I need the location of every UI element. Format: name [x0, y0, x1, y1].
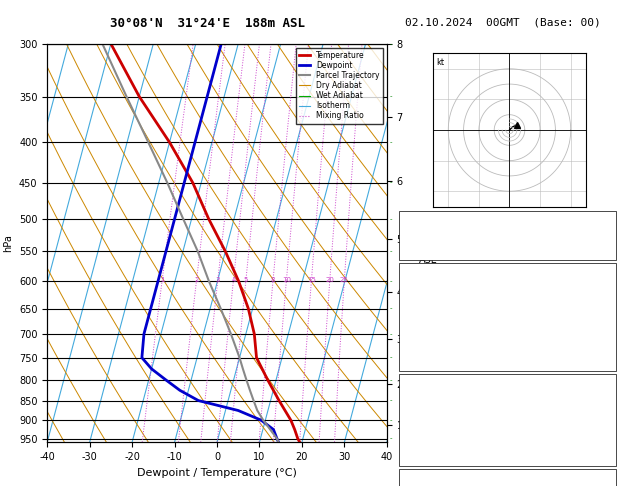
Text: -: - [390, 377, 392, 383]
Text: K: K [406, 216, 411, 225]
Text: 0: 0 [532, 355, 538, 364]
Text: 5: 5 [243, 278, 248, 283]
Text: 4: 4 [231, 278, 236, 283]
Text: -: - [390, 435, 392, 442]
Text: Hodograph: Hodograph [481, 470, 532, 479]
Text: -: - [390, 94, 392, 100]
Text: 0: 0 [532, 339, 538, 348]
Text: CAPE (J): CAPE (J) [406, 339, 442, 348]
Text: 15: 15 [307, 278, 316, 283]
Text: 10: 10 [282, 278, 291, 283]
Text: Totals Totals: Totals Totals [406, 232, 460, 241]
Y-axis label: km
ASL: km ASL [419, 243, 437, 264]
Text: EH: EH [406, 483, 418, 486]
Text: 323: 323 [521, 403, 538, 412]
Text: θₑ (K): θₑ (K) [406, 403, 431, 412]
Text: 13.9: 13.9 [518, 293, 538, 302]
Text: Temp (°C): Temp (°C) [406, 277, 450, 286]
Y-axis label: hPa: hPa [3, 234, 13, 252]
Text: -39: -39 [523, 483, 538, 486]
Text: -: - [390, 278, 392, 284]
Text: 3: 3 [216, 278, 220, 283]
Text: Most Unstable: Most Unstable [474, 375, 538, 384]
Text: 2: 2 [194, 278, 199, 283]
Text: 321: 321 [521, 308, 538, 317]
Text: -: - [390, 417, 392, 423]
Text: Lifted Index: Lifted Index [406, 419, 459, 428]
Text: -: - [390, 216, 392, 222]
Text: PW (cm): PW (cm) [406, 247, 443, 256]
Text: -: - [390, 306, 392, 312]
Text: -: - [390, 398, 392, 403]
Text: -: - [390, 41, 392, 47]
Text: -: - [390, 331, 392, 337]
Text: 30°08'N  31°24'E  188m ASL: 30°08'N 31°24'E 188m ASL [110, 17, 305, 30]
Text: 8: 8 [270, 278, 276, 283]
Text: 25: 25 [340, 278, 348, 283]
Text: Lifted Index: Lifted Index [406, 324, 459, 333]
Text: 12: 12 [526, 232, 538, 241]
Text: Pressure (mb): Pressure (mb) [406, 388, 469, 397]
Text: 0: 0 [532, 450, 538, 459]
Text: -: - [390, 139, 392, 145]
Text: 18.8: 18.8 [518, 277, 538, 286]
Text: 11: 11 [526, 324, 538, 333]
Text: 950: 950 [521, 388, 538, 397]
Text: -: - [390, 180, 392, 186]
Text: kt: kt [436, 58, 444, 67]
Text: 1: 1 [160, 278, 164, 283]
Text: -25: -25 [523, 216, 538, 225]
Text: CIN (J): CIN (J) [406, 355, 434, 364]
X-axis label: Dewpoint / Temperature (°C): Dewpoint / Temperature (°C) [137, 468, 297, 478]
Text: θₑ(K): θₑ(K) [406, 308, 428, 317]
Text: 02.10.2024  00GMT  (Base: 00): 02.10.2024 00GMT (Base: 00) [405, 17, 601, 27]
Text: -: - [390, 355, 392, 361]
Legend: Temperature, Dewpoint, Parcel Trajectory, Dry Adiabat, Wet Adiabat, Isotherm, Mi: Temperature, Dewpoint, Parcel Trajectory… [296, 48, 383, 123]
Text: -: - [390, 248, 392, 254]
Text: Surface: Surface [489, 265, 524, 274]
Text: 0: 0 [532, 434, 538, 443]
Text: © weatheronline.co.uk: © weatheronline.co.uk [451, 472, 555, 481]
Text: LCL: LCL [401, 419, 416, 429]
Text: CIN (J): CIN (J) [406, 450, 434, 459]
Text: 1.3: 1.3 [523, 247, 538, 256]
Text: 20: 20 [325, 278, 334, 283]
Text: Dewp (°C): Dewp (°C) [406, 293, 452, 302]
Text: CAPE (J): CAPE (J) [406, 434, 442, 443]
Text: 9: 9 [532, 419, 538, 428]
